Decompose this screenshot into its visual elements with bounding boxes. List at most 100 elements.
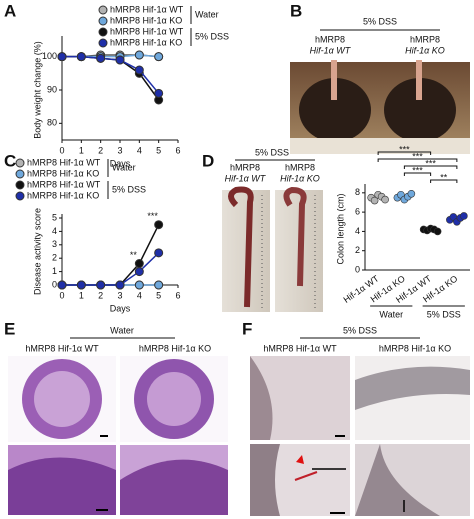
panel-label: A — [4, 1, 16, 20]
x-tick-label: 5 — [156, 290, 161, 300]
data-point — [134, 259, 144, 269]
legend-marker — [98, 27, 108, 37]
y-tick-label: 0 — [355, 264, 360, 274]
data-point — [96, 53, 106, 63]
data-point — [134, 280, 144, 290]
data-point — [96, 280, 106, 290]
significance-bracket — [377, 151, 432, 155]
panel-label: B — [290, 1, 302, 20]
legend-label: hMRP8 Hif-1α KO — [27, 190, 99, 200]
legend-marker — [15, 191, 25, 201]
panel-label: E — [4, 319, 15, 338]
data-point — [57, 280, 67, 290]
legend-label: hMRP8 Hif-1α KO — [110, 15, 182, 25]
data-point — [370, 196, 379, 205]
data-point — [115, 55, 125, 65]
y-tick-label: 2 — [355, 245, 360, 255]
y-tick-label: 0 — [52, 279, 57, 289]
data-point — [76, 52, 86, 62]
y-tick-label: 8 — [355, 187, 360, 197]
data-point — [154, 280, 164, 290]
photo-header: 5% DSS — [255, 147, 289, 157]
annotation: *** — [147, 211, 158, 221]
y-tick-label: 6 — [355, 206, 360, 216]
legend-label: hMRP8 Hif-1α WT — [27, 179, 101, 189]
legend-label: hMRP8 Hif-1α WT — [110, 26, 184, 36]
x-axis-label: Days — [110, 158, 131, 168]
data-point — [154, 88, 164, 98]
x-tick-label: 1 — [79, 145, 84, 155]
y-axis-label: Body weight change (%) — [32, 41, 42, 139]
significance-label: *** — [412, 165, 423, 175]
data-point — [381, 195, 389, 204]
x-axis-label: Days — [110, 303, 131, 313]
x-tick-label: 5 — [156, 145, 161, 155]
data-point — [134, 267, 144, 277]
series-line — [62, 55, 160, 101]
y-tick-label: 2 — [52, 253, 57, 263]
photo-label: Hif-1α WT — [310, 45, 352, 55]
significance-bracket — [403, 172, 432, 176]
significance-bracket — [430, 179, 458, 183]
x-tick-label: 3 — [117, 290, 122, 300]
histology-e — [8, 356, 228, 515]
x-tick-label: 1 — [79, 290, 84, 300]
histology-label: hMRP8 Hif-1α WT — [263, 343, 337, 353]
y-tick-label: 80 — [47, 118, 57, 128]
significance-bracket — [403, 165, 458, 169]
photo-d — [222, 186, 323, 312]
significance-label: *** — [412, 151, 423, 161]
legend-marker — [15, 158, 25, 168]
series-line — [62, 224, 160, 286]
y-axis-label: Colon length (cm) — [335, 193, 345, 264]
group-label: 5% DSS — [427, 309, 461, 319]
photo-label: Hif-1α KO — [280, 173, 320, 183]
x-tick-label: 2 — [98, 145, 103, 155]
photo-label: hMRP8 — [230, 162, 260, 172]
x-tick-label: 6 — [175, 145, 180, 155]
x-tick-label: 2 — [98, 290, 103, 300]
photo-header: 5% DSS — [363, 16, 397, 26]
legend-label: hMRP8 Hif-1α WT — [27, 157, 101, 167]
histology-label: hMRP8 Hif-1α KO — [379, 343, 451, 353]
legend-label: hMRP8 Hif-1α KO — [110, 37, 182, 47]
y-tick-label: 4 — [52, 226, 57, 236]
histology-header: 5% DSS — [343, 325, 377, 335]
y-tick-label: 100 — [42, 51, 57, 61]
panel-label: F — [242, 319, 252, 338]
data-point — [76, 280, 86, 290]
legend-marker — [98, 16, 108, 26]
photo-label: hMRP8 — [285, 162, 315, 172]
legend-marker — [15, 180, 25, 190]
y-tick-label: 5 — [52, 212, 57, 222]
x-tick-label: 0 — [59, 145, 64, 155]
data-point — [460, 212, 468, 220]
significance-label: *** — [425, 158, 436, 168]
x-tick-label: 4 — [137, 290, 142, 300]
data-point — [134, 65, 144, 75]
photo-label: Hif-1α KO — [405, 45, 445, 55]
data-point — [407, 189, 416, 198]
histology-label: hMRP8 Hif-1α WT — [25, 343, 99, 353]
x-tick-label: 4 — [137, 145, 142, 155]
legend-group: 5% DSS — [112, 184, 146, 194]
photo-label: hMRP8 — [410, 34, 440, 44]
legend-label: hMRP8 Hif-1α KO — [27, 168, 99, 178]
panel-label: C — [4, 151, 16, 170]
y-tick-label: 4 — [355, 226, 360, 236]
x-tick-label: 3 — [117, 145, 122, 155]
legend-label: hMRP8 Hif-1α WT — [110, 4, 184, 14]
legend-group: 5% DSS — [195, 31, 229, 41]
series-line — [62, 252, 160, 286]
significance-label: *** — [399, 144, 410, 154]
legend-marker — [98, 38, 108, 48]
histology-header: Water — [110, 325, 134, 335]
data-point — [154, 52, 164, 62]
data-point — [154, 220, 164, 230]
significance-label: ** — [440, 172, 448, 182]
photo-label: hMRP8 — [315, 34, 345, 44]
y-tick-label: 90 — [47, 84, 57, 94]
data-point — [57, 52, 67, 62]
y-tick-label: 3 — [52, 239, 57, 249]
